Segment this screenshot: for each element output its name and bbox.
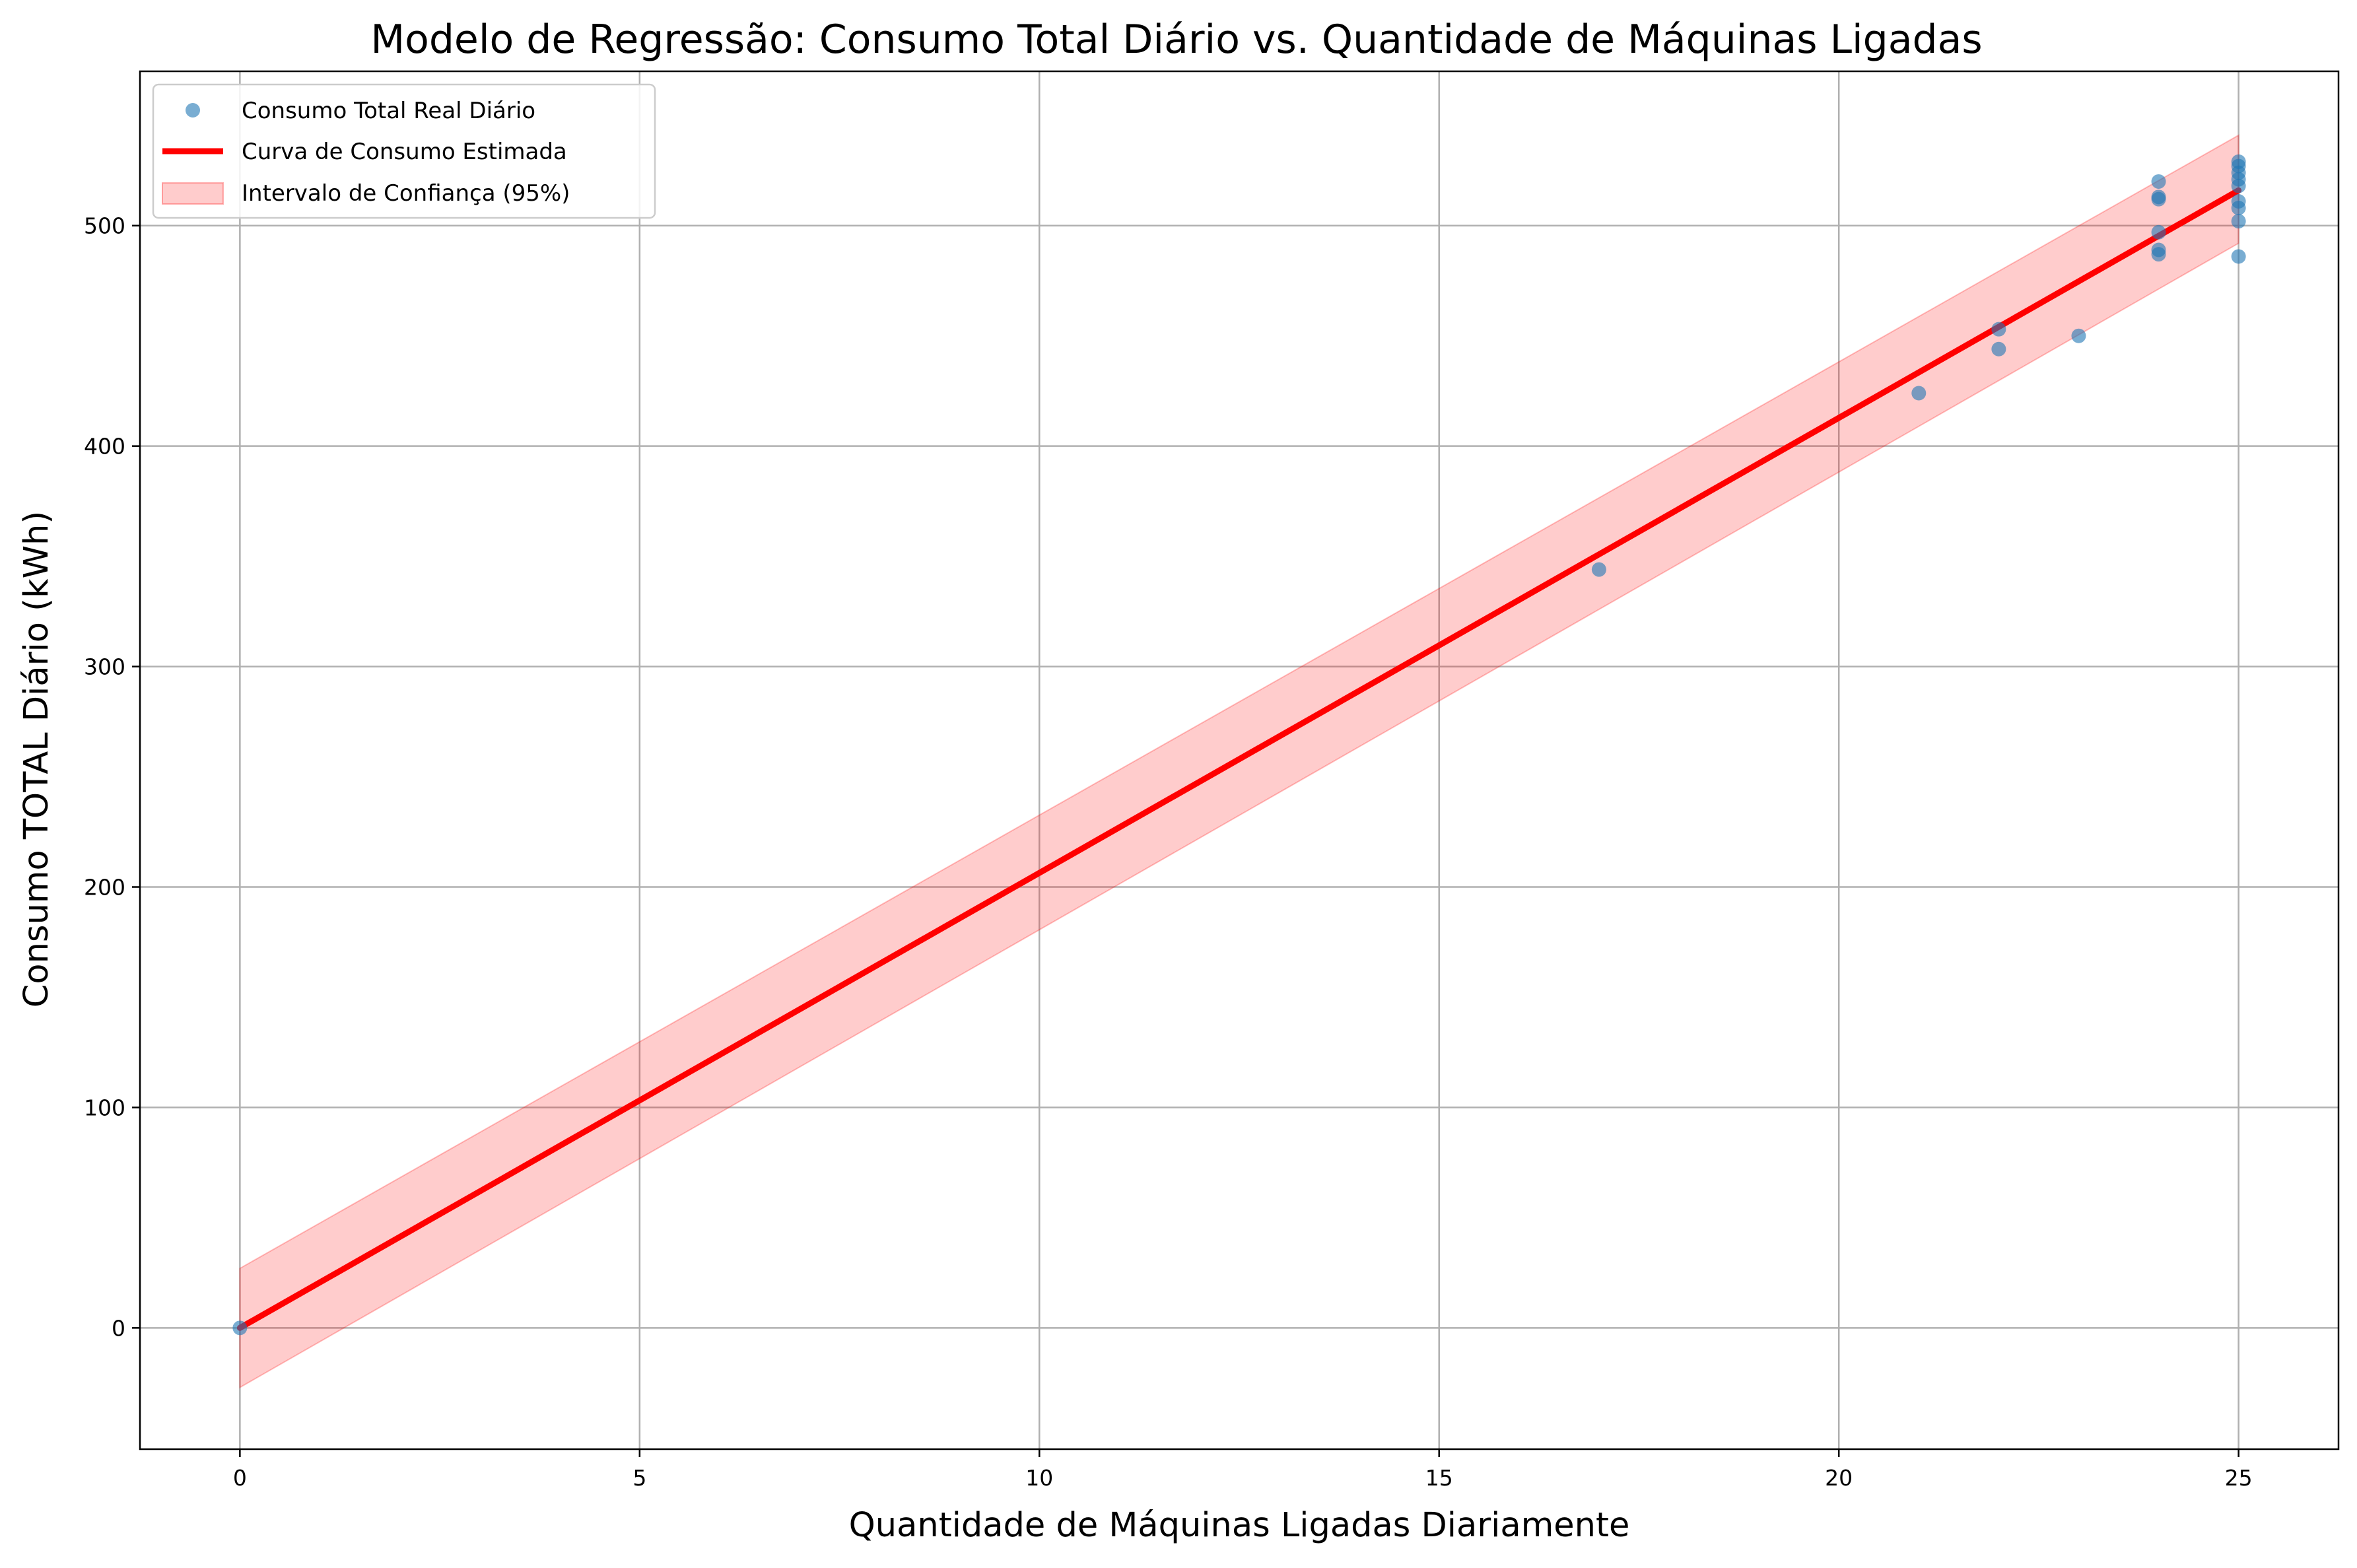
- data-point-15: [2231, 194, 2246, 209]
- plot-frame: [139, 70, 2340, 1450]
- y-tick-label-4: 400: [84, 434, 125, 460]
- x-tick-label-3: 15: [1425, 1465, 1453, 1491]
- regression-line: [236, 187, 2242, 1331]
- y-tick-label-3: 300: [84, 654, 125, 680]
- grid-lines: [140, 71, 2339, 1449]
- y-tick-label-0: 0: [112, 1315, 125, 1341]
- legend-label-line: Curva de Consumo Estimada: [242, 139, 567, 165]
- x-tick-label-1: 5: [632, 1465, 646, 1491]
- y-axis-label: Consumo TOTAL Diário (kWh): [17, 511, 56, 1007]
- data-point-11: [2151, 174, 2166, 189]
- legend-box: [152, 83, 656, 219]
- legend: Consumo Total Real Diário Curva de Consu…: [152, 83, 656, 219]
- x-tick-label-2: 10: [1025, 1465, 1053, 1491]
- data-point-20: [2231, 154, 2246, 169]
- x-tick-label-4: 20: [1825, 1465, 1853, 1491]
- regression-line-layer: [236, 187, 2242, 1331]
- x-axis-label: Quantidade de Máquinas Ligadas Diariamen…: [849, 1506, 1630, 1545]
- data-point-5: [2071, 328, 2086, 343]
- legend-marker-band: [162, 182, 224, 205]
- scatter-points-layer: [232, 154, 2246, 1336]
- data-point-4: [1991, 322, 2006, 337]
- legend-marker-scatter: [186, 103, 200, 118]
- data-point-0: [232, 1320, 248, 1336]
- data-point-3: [1991, 341, 2006, 357]
- legend-label-band: Intervalo de Confiança (95%): [242, 180, 570, 207]
- chart-title: Modelo de Regressão: Consumo Total Diári…: [370, 17, 1982, 63]
- data-point-7: [2151, 242, 2166, 257]
- data-point-13: [2231, 214, 2246, 229]
- data-point-12: [2231, 249, 2246, 264]
- data-point-8: [2151, 224, 2166, 240]
- x-tick-label-5: 25: [2225, 1465, 2253, 1491]
- data-point-1: [1591, 562, 1606, 577]
- x-axis-ticks: 0 5 10 15 20 25: [233, 1449, 2253, 1491]
- x-tick-label-0: 0: [233, 1465, 247, 1491]
- data-point-10: [2151, 189, 2166, 205]
- y-tick-label-1: 100: [84, 1095, 125, 1120]
- legend-label-scatter: Consumo Total Real Diário: [242, 98, 535, 124]
- y-axis-ticks: 0 100 200 300 400 500: [84, 213, 140, 1341]
- y-tick-label-5: 500: [84, 213, 125, 239]
- data-point-2: [1911, 386, 1927, 401]
- y-tick-label-2: 200: [84, 875, 125, 901]
